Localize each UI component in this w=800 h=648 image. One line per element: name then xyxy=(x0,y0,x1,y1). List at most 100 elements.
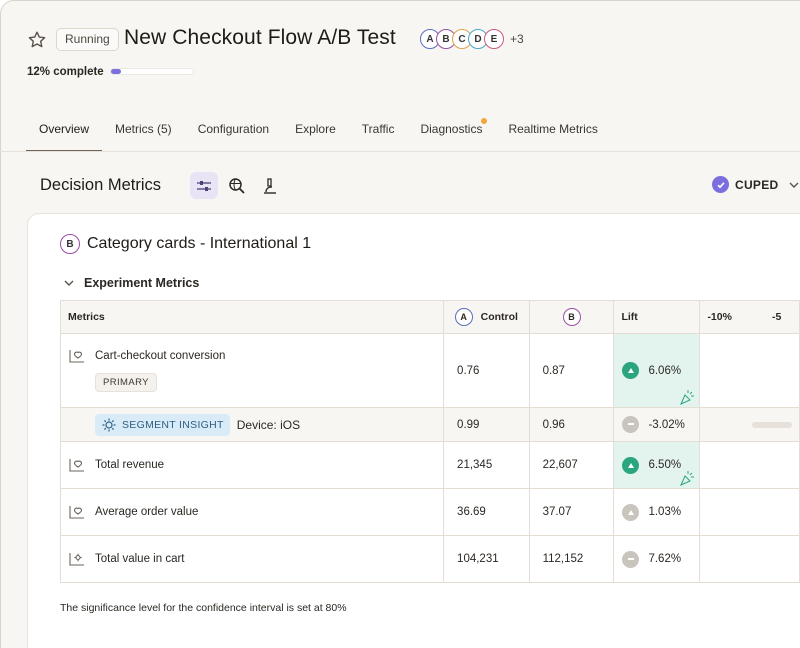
cuped-toggle[interactable]: CUPED xyxy=(712,176,799,193)
variant-value: 22,607 xyxy=(528,441,615,489)
tab-bar: Overview Metrics (5) Configuration Explo… xyxy=(26,116,611,152)
range-cell xyxy=(699,535,800,583)
variant-value: 0.96 xyxy=(528,407,615,442)
lift-up-icon xyxy=(622,503,640,521)
confetti-icon xyxy=(680,390,695,405)
variant-b-badge: B xyxy=(562,308,581,326)
control-badge: A xyxy=(454,308,473,326)
range-cell xyxy=(699,333,800,408)
segment-insight-label: SEGMENT INSIGHT xyxy=(122,418,224,431)
variant-badge: B xyxy=(60,234,80,254)
header-lift: Lift xyxy=(613,300,701,334)
variant-header: B Category cards - International 1 xyxy=(60,234,311,254)
metric-gear-chart-icon xyxy=(69,552,85,566)
progress-bar-fill xyxy=(111,69,121,74)
status-badge: Running xyxy=(56,28,119,51)
tab-diagnostics[interactable]: Diagnostics xyxy=(407,116,495,152)
lift-cell: -3.02% xyxy=(613,407,701,442)
metric-cell: Total value in cart xyxy=(59,535,445,583)
lift-up-icon xyxy=(622,362,640,379)
section-title: Decision Metrics xyxy=(40,176,162,194)
microscope-icon xyxy=(264,177,276,194)
lift-neutral-icon xyxy=(622,550,640,568)
favorite-star-icon[interactable] xyxy=(27,30,47,50)
global-search-button[interactable] xyxy=(223,172,251,199)
metric-cell: Total revenue xyxy=(59,441,445,489)
tab-configuration[interactable]: Configuration xyxy=(197,122,270,136)
lift-cell: 1.03% xyxy=(613,488,701,536)
lift-cell: 6.50% xyxy=(613,441,701,489)
control-value: 104,231 xyxy=(443,535,530,583)
tab-traffic[interactable]: Traffic xyxy=(361,122,395,136)
variant-value: 0.87 xyxy=(528,333,615,408)
variant-chip-a[interactable]: A xyxy=(420,29,440,49)
progress-label: 12% complete xyxy=(27,66,104,78)
check-icon xyxy=(712,176,729,193)
control-value: 0.76 xyxy=(443,333,530,408)
tab-explore[interactable]: Explore xyxy=(295,122,336,136)
page-title: New Checkout Flow A/B Test xyxy=(124,26,396,49)
control-value: 36.69 xyxy=(443,488,530,536)
header-metrics: Metrics xyxy=(59,300,445,334)
lift-up-icon xyxy=(622,456,640,474)
lift-value: 1.03% xyxy=(648,506,682,518)
metric-cell: Cart-checkout conversion PRIMARY xyxy=(59,333,445,408)
metric-chart-icon xyxy=(69,349,85,363)
more-variants-count[interactable]: +3 xyxy=(510,32,524,46)
control-label: Control xyxy=(480,311,518,323)
tab-realtime-metrics[interactable]: Realtime Metrics xyxy=(508,122,598,136)
chevron-down-icon xyxy=(64,280,74,286)
footnote: The significance level for the confidenc… xyxy=(60,602,347,614)
chevron-down-icon xyxy=(789,182,799,188)
gear-bulb-icon xyxy=(102,418,116,431)
tab-diagnostics-label: Diagnostics xyxy=(420,122,483,136)
primary-tag: PRIMARY xyxy=(95,373,157,392)
segment-insight-badge[interactable]: SEGMENT INSIGHT xyxy=(95,413,230,436)
filter-sliders-button[interactable] xyxy=(190,172,218,199)
table-row[interactable]: Average order value 36.69 37.07 1.03% xyxy=(59,488,800,536)
microscope-button[interactable] xyxy=(256,172,284,199)
table-row[interactable]: Cart-checkout conversion PRIMARY 0.76 0.… xyxy=(59,333,800,408)
header-range: -10% -5 xyxy=(699,300,800,334)
variant-chips[interactable]: A B C D E +3 xyxy=(420,29,524,49)
table-header-row: Metrics A Control B Lift -10% -5 xyxy=(59,300,800,334)
lift-cell: 7.62% xyxy=(613,535,701,583)
segment-name: Device: iOS xyxy=(236,417,301,432)
range-cell xyxy=(699,441,800,489)
variant-chip-e[interactable]: E xyxy=(484,29,504,49)
globe-search-icon xyxy=(229,177,245,194)
lift-value: -3.02% xyxy=(648,418,685,431)
table-row[interactable]: Total value in cart 104,231 112,152 7.62… xyxy=(59,535,800,583)
metric-name: Total revenue xyxy=(95,459,165,471)
confetti-icon xyxy=(680,471,695,486)
segment-cell: SEGMENT INSIGHT Device: iOS xyxy=(59,407,445,442)
range-min-label: -10% xyxy=(707,311,732,323)
experiment-metrics-toggle[interactable]: Experiment Metrics xyxy=(64,276,199,290)
section-label: Experiment Metrics xyxy=(84,276,200,290)
lift-value: 6.06% xyxy=(648,364,682,377)
metric-cell: Average order value xyxy=(59,488,445,536)
metric-chart-icon xyxy=(69,458,85,472)
metric-name: Average order value xyxy=(95,506,199,518)
header-variant: B xyxy=(528,300,615,334)
variant-chip-d[interactable]: D xyxy=(468,29,488,49)
range-cell xyxy=(699,407,800,442)
metrics-table: Metrics A Control B Lift -10% -5 xyxy=(59,300,800,583)
tab-metrics[interactable]: Metrics (5) xyxy=(115,122,172,136)
cuped-label: CUPED xyxy=(735,177,779,192)
header-control: A Control xyxy=(443,300,530,334)
table-row-segment[interactable]: SEGMENT INSIGHT Device: iOS 0.99 0.96 -3… xyxy=(59,407,800,442)
lift-cell: 6.06% xyxy=(613,333,701,408)
table-row[interactable]: Total revenue 21,345 22,607 6.50% xyxy=(59,441,800,489)
range-next-label: -5 xyxy=(771,311,782,323)
sliders-icon xyxy=(197,180,211,191)
metric-name: Total value in cart xyxy=(95,553,185,565)
lift-neutral-icon xyxy=(622,416,640,433)
lift-value: 6.50% xyxy=(648,459,682,471)
control-value: 0.99 xyxy=(443,407,530,442)
control-value: 21,345 xyxy=(443,441,530,489)
metric-name: Cart-checkout conversion xyxy=(95,350,226,362)
variant-value: 112,152 xyxy=(528,535,615,583)
tab-overview[interactable]: Overview xyxy=(26,116,103,152)
lift-value: 7.62% xyxy=(648,553,682,565)
